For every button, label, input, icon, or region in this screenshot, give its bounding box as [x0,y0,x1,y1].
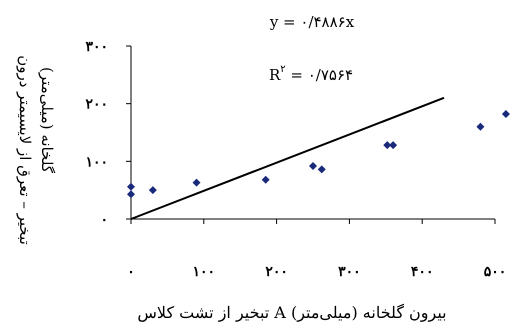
x-tick-label: ۳۰۰ [338,264,361,280]
y-axis-label-line1: تبخیر – تعرق از لایسیمتر درون [16,55,34,245]
r-squared-value: = ۰/۷۵۶۴ [286,66,353,84]
y-tick-label: ۱۰۰ [85,154,108,170]
data-point [148,186,157,195]
data-point [127,182,135,191]
y-axis-label-line2: گلخانه (میلی‌متر) [38,67,56,174]
data-point [476,122,485,131]
y-tick-label: ۳۰۰ [85,39,108,55]
r-squared-label: R۲ = ۰/۷۵۶۴ [269,64,353,84]
trendline-group [130,96,445,220]
x-axis-label: تبخیر از تشت کلاس A بیرون گلخانه (میلی‌م… [137,303,446,322]
y-tick-label: ۰ [100,212,108,228]
equation-label: y = ۰/۴۸۸۶x [269,13,355,31]
data-point [261,175,270,184]
x-tick-label: ۲۰۰ [265,264,288,280]
x-tick-label: ۰ [127,264,135,280]
x-tick-label: ۴۰۰ [411,264,434,280]
data-point [192,178,201,187]
x-tick-labels: ۰ ۱۰۰ ۲۰۰ ۳۰۰ ۴۰۰ ۵۰۰ [127,264,506,280]
data-points [127,110,510,199]
data-point [309,161,317,170]
data-point [383,141,392,150]
y-tick-label: ۲۰۰ [85,97,108,113]
data-point [389,141,398,150]
x-tick-label: ۱۰۰ [193,264,216,280]
trendline [130,96,445,220]
data-point [127,190,135,199]
r-squared-base: R [269,66,281,84]
data-point [501,110,510,119]
x-tick-label: ۵۰۰ [484,264,507,280]
data-point [317,165,326,174]
r-squared-superscript: ۲ [280,64,285,75]
y-tick-labels: ۰ ۱۰۰ ۲۰۰ ۳۰۰ [85,39,108,228]
